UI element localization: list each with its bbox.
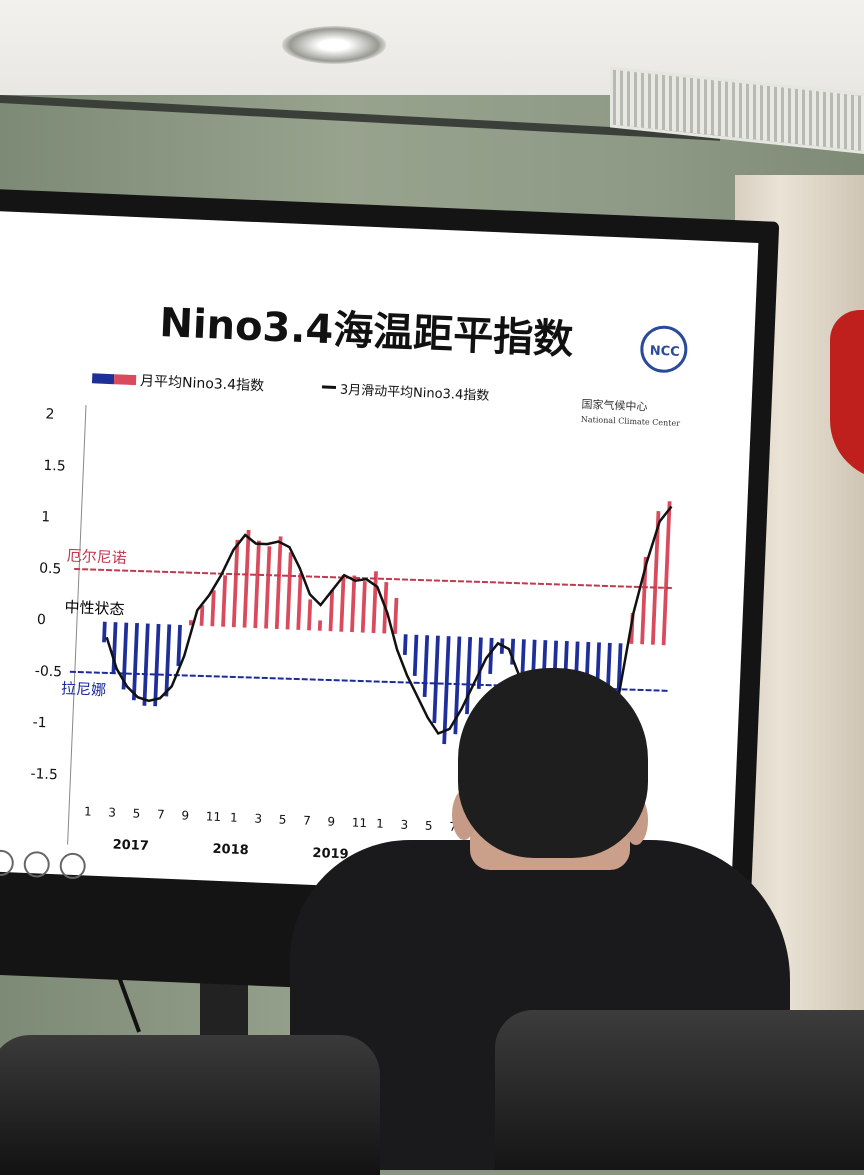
bar (199, 605, 205, 626)
y-tick-label: 0 (37, 612, 47, 628)
bar (465, 636, 473, 715)
legend-monthly: 月平均Nino3.4指数 (140, 373, 265, 394)
month-tick-label: 1 (84, 804, 92, 818)
bar (221, 575, 228, 627)
bar (640, 556, 648, 645)
bar (371, 571, 378, 634)
ceiling-light (282, 26, 386, 64)
chair-left (0, 1035, 380, 1175)
bar (164, 624, 172, 697)
bar (339, 575, 346, 632)
bar (176, 624, 182, 667)
zoom-icon[interactable] (59, 852, 87, 880)
bar (264, 546, 272, 629)
bar (231, 539, 240, 628)
y-tick-label: 1.5 (43, 458, 66, 475)
source-label: 国家气候中心 (581, 397, 648, 414)
chart-title: Nino3.4海温距平指数 (159, 300, 575, 363)
bar (131, 623, 139, 701)
threshold-line (74, 567, 674, 590)
bar (393, 597, 399, 634)
logo-ring (640, 325, 688, 373)
y-tick-label: 1 (41, 509, 51, 525)
bar (188, 620, 193, 626)
bar (296, 573, 303, 630)
bar (350, 575, 357, 633)
month-tick-label: 1 (230, 810, 238, 824)
pen-icon[interactable] (23, 850, 51, 878)
month-tick-label: 5 (425, 819, 433, 833)
bar (432, 635, 440, 724)
y-tick-label: -0.5 (34, 663, 62, 680)
legend: 月平均Nino3.4指数 3月滑动平均Nino3.4指数 国家气候中心 Nati… (91, 373, 681, 428)
bar (442, 636, 451, 745)
legend-line-swatch (321, 385, 337, 389)
month-tick-label: 3 (108, 805, 116, 819)
source-label-en: National Climate Center (581, 415, 681, 428)
year-label: 2019 (312, 846, 349, 863)
bar (453, 636, 462, 735)
y-axis (67, 405, 87, 845)
bar (360, 581, 367, 633)
threshold-label: 厄尔尼诺 (66, 547, 127, 567)
month-tick-label: 5 (278, 812, 286, 826)
month-tick-label: 5 (132, 806, 140, 820)
y-tick-label: -1 (32, 715, 47, 732)
bar (274, 536, 283, 630)
bar (253, 540, 261, 629)
month-tick-label: 1 (376, 817, 384, 831)
bar (488, 637, 494, 675)
bar (402, 634, 408, 655)
bar (412, 634, 419, 676)
bar (616, 643, 623, 700)
month-tick-label: 9 (181, 808, 189, 822)
month-tick-label: 11 (205, 809, 221, 824)
legend-smoothed: 3月滑动平均Nino3.4指数 (340, 383, 490, 404)
bar (422, 635, 430, 697)
logo-text: NCC (649, 344, 680, 360)
bar (153, 623, 161, 707)
bar (661, 501, 672, 646)
y-tick-label: 0.5 (39, 561, 62, 578)
bar (476, 637, 483, 689)
y-tick-label: 2 (45, 406, 55, 422)
person-head (458, 668, 648, 858)
year-label: 2018 (212, 842, 249, 859)
bar (328, 590, 335, 632)
month-tick-label: 9 (327, 815, 335, 829)
bar (142, 623, 150, 706)
month-tick-label: 3 (400, 818, 408, 832)
threshold-label: 中性状态 (64, 598, 125, 618)
bar (102, 621, 107, 643)
month-tick-label: 3 (254, 811, 262, 825)
bar (317, 620, 323, 631)
ncc-logo: NCC (640, 325, 688, 373)
y-tick-label: -1.5 (30, 766, 58, 783)
bar (307, 599, 313, 631)
year-label: 2017 (112, 838, 149, 855)
month-tick-label: 7 (303, 814, 311, 828)
bar (285, 552, 293, 630)
legend-swatch-positive (113, 374, 137, 386)
next-icon[interactable] (0, 849, 15, 877)
bar (210, 590, 216, 627)
slideshow-toolbar[interactable] (0, 848, 87, 884)
chair-right (495, 1010, 864, 1170)
bar (242, 529, 251, 628)
month-tick-label: 7 (157, 807, 165, 821)
bar (650, 511, 661, 645)
month-tick-label: 11 (352, 816, 368, 831)
threshold-label: 拉尼娜 (61, 679, 107, 699)
legend-swatch-negative (91, 373, 115, 385)
